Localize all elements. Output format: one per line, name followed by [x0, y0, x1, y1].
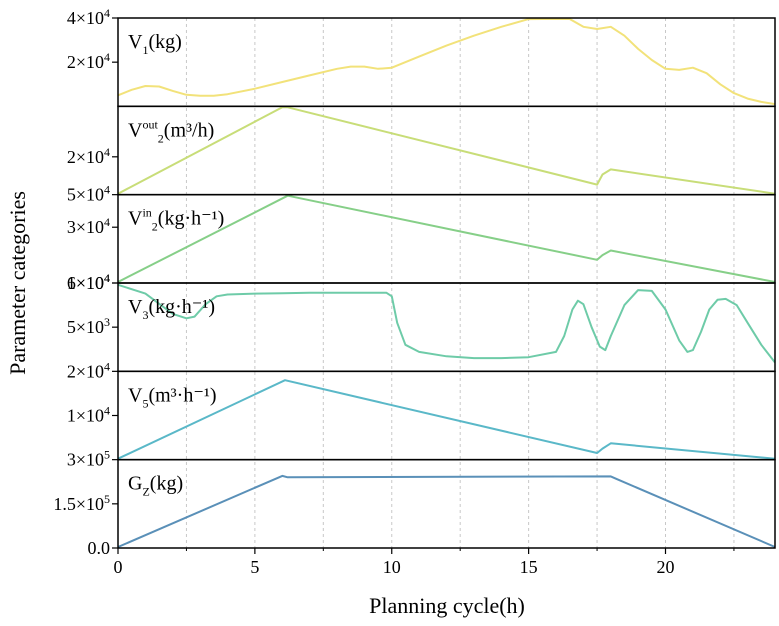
series-line-panel-1: [117, 18, 776, 106]
series-line-panel-4: [117, 283, 776, 364]
panel-frame-5: [117, 370, 776, 461]
y-tick-label: 4×104: [67, 6, 110, 28]
y-tick-label: 5×104: [67, 183, 110, 205]
y-tick-exponent: 3: [104, 315, 110, 329]
y-tick-label: 1.5×105: [53, 492, 110, 514]
panel-label-subscript: 3: [142, 308, 148, 322]
y-tick-exponent: 5: [104, 448, 110, 462]
y-tick-label: 1×104: [67, 404, 110, 426]
y-tick-exponent: 4: [104, 404, 110, 418]
y-tick-exponent: 4: [104, 359, 110, 373]
y-tick-label: 2×104: [67, 50, 110, 72]
y-tick-label: 6×104: [67, 271, 110, 293]
y-tick-exponent: 4: [104, 6, 110, 20]
panel-label-unit: (m³·h⁻¹): [148, 384, 216, 406]
panel-label-unit: (m³/h): [164, 119, 214, 141]
series-line-panel-3: [117, 194, 776, 283]
x-axis-title: Planning cycle(h): [369, 593, 525, 618]
panel-label-unit: (kg): [150, 473, 183, 495]
x-tick-label: 15: [520, 557, 538, 577]
panel-label-2: Vout2(m³/h): [128, 117, 214, 145]
panel-label-subscript: 2: [158, 131, 164, 145]
panel-label-unit: (kg·h⁻¹): [148, 296, 215, 318]
y-tick-label: 5×103: [67, 315, 110, 337]
panel-label-subscript: Z: [142, 485, 149, 499]
x-tick-label: 0: [114, 557, 123, 577]
series-line-panel-5: [117, 379, 776, 460]
y-tick-exponent: 5: [104, 492, 110, 506]
panel-label-unit: (kg·h⁻¹): [158, 208, 225, 230]
panel-label-unit: (kg): [148, 31, 181, 53]
panel-label-1: V1(kg): [128, 31, 182, 57]
panel-label-superscript: in: [142, 206, 151, 220]
panel-label-subscript: 2: [152, 220, 158, 234]
y-tick-label: 0.0: [88, 538, 111, 558]
frame-layer: [112, 17, 776, 554]
panel-label-subscript: 5: [142, 396, 148, 410]
panel-label-superscript: out: [142, 117, 158, 131]
y-axis-title: Parameter categories: [5, 191, 30, 375]
x-tick-label: 5: [250, 557, 259, 577]
panel-label-subscript: 1: [142, 43, 148, 57]
panel-label-6: GZ(kg): [128, 473, 183, 499]
y-tick-label: 3×104: [67, 215, 110, 237]
x-tick-label: 20: [657, 557, 675, 577]
panel-frame-2: [117, 105, 776, 196]
y-tick-label: 2×104: [67, 145, 110, 167]
label-layer: 4×104 2×104 V1(kg) 5×104 2×104 Vout2(m³/h) 6×1…: [53, 6, 674, 577]
y-tick-exponent: 4: [104, 183, 110, 197]
panel-frame-1: [117, 17, 776, 108]
y-tick-exponent: 4: [104, 50, 110, 64]
series-line-panel-2: [117, 106, 776, 195]
x-tick-label: 10: [383, 557, 401, 577]
y-tick-exponent: 4: [104, 145, 110, 159]
series-line-panel-6: [117, 474, 776, 548]
panel-label-5: V5(m³·h⁻¹): [128, 384, 217, 410]
panel-label-3: Vin2(kg·h⁻¹): [128, 206, 224, 234]
panel-label-4: V3(kg·h⁻¹): [128, 296, 215, 322]
y-tick-label: 3×105: [67, 448, 110, 470]
y-tick-label: 2×104: [67, 359, 110, 381]
y-tick-exponent: 4: [104, 271, 110, 285]
y-tick-label: 1×104: [67, 271, 110, 293]
series-layer: [117, 18, 776, 548]
y-tick-exponent: 4: [104, 215, 110, 229]
y-tick-exponent: 4: [104, 271, 110, 285]
